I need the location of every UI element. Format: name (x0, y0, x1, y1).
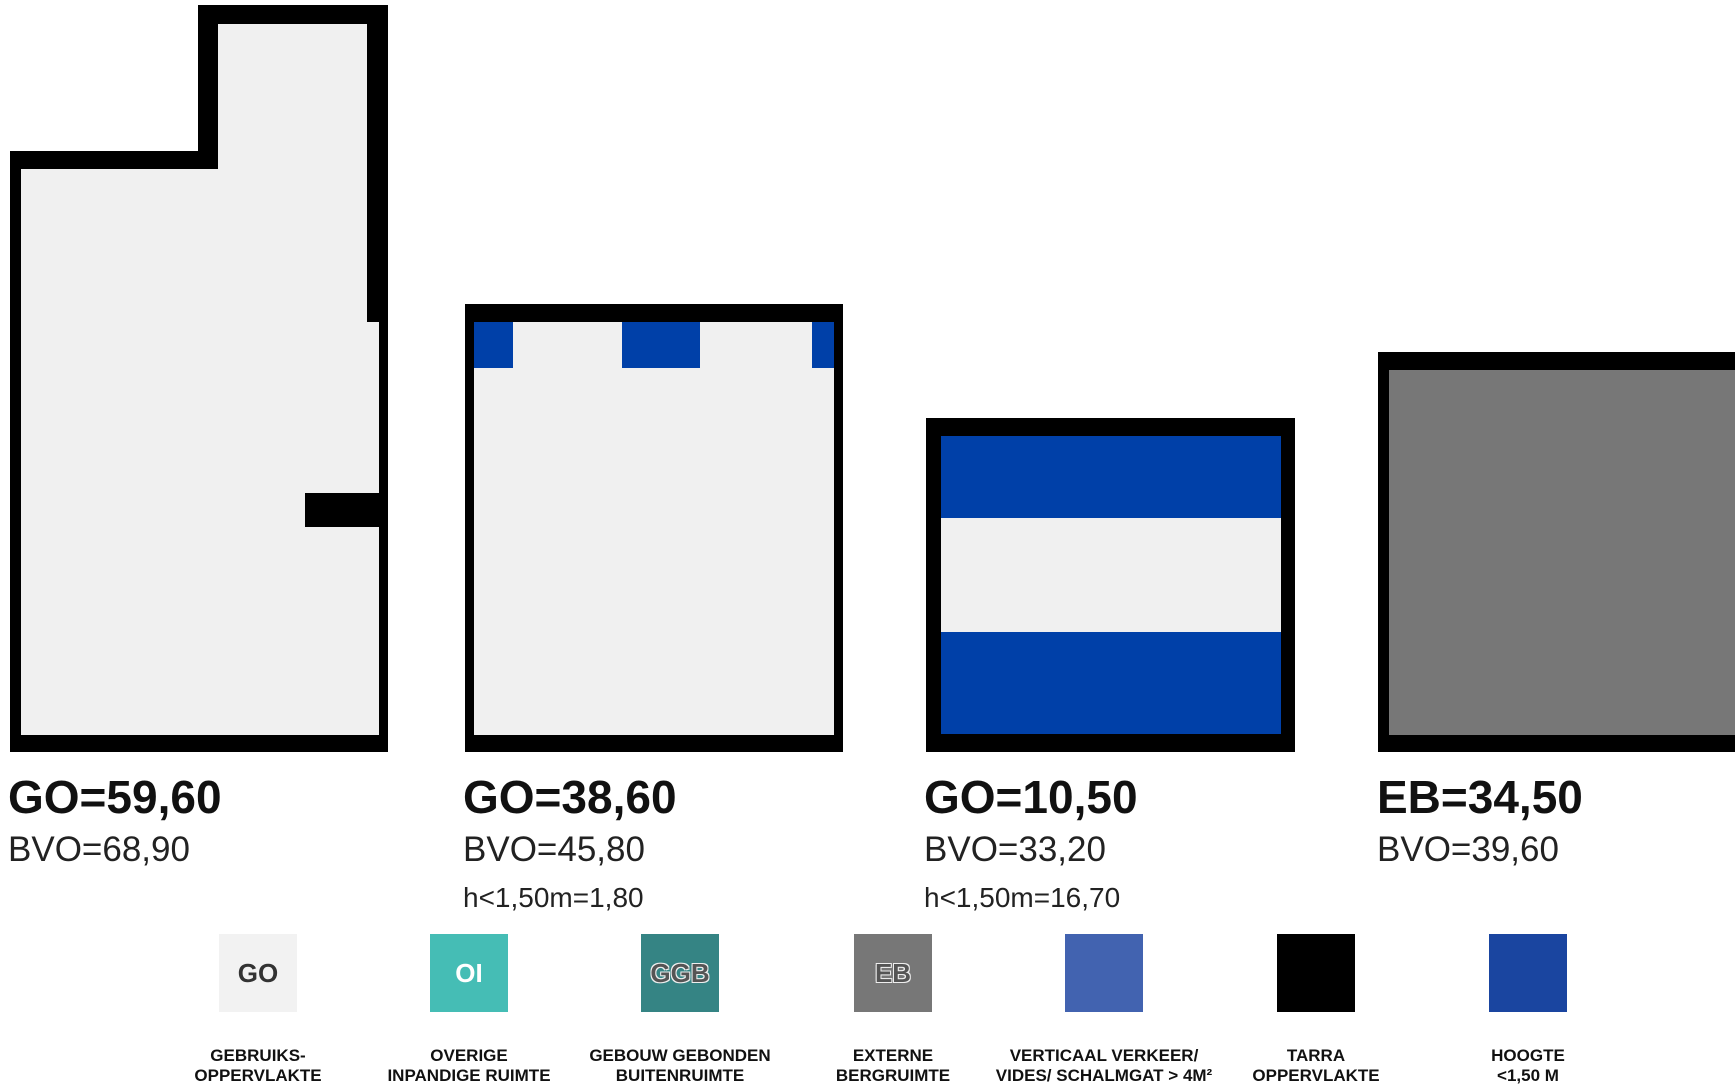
unit-1-area-labels: GO=59,60 BVO=68,90 (8, 772, 222, 870)
unit-3-area-labels: GO=10,50 BVO=33,20 h<1,50m=16,70 (924, 772, 1138, 914)
legend-label-low-height: HOOGTE <1,50 M (1491, 1046, 1565, 1085)
unit-1-bvo-value: BVO=68,90 (8, 830, 190, 869)
floor-plan-unit-1 (10, 5, 388, 752)
unit-3-go-value: GO=10,50 (924, 771, 1138, 823)
legend-label-ggb: GEBOUW GEBONDEN BUITENRUIMTE (589, 1046, 771, 1085)
legend-item-go: GO GEBRUIKS- OPPERVLAKTE (158, 934, 358, 1088)
legend-code-go: GO (237, 957, 279, 988)
unit-1-wall-stub (305, 493, 381, 527)
floor-plan-diagram (10, 5, 1735, 752)
unit-3-low-band-bottom (941, 632, 1281, 734)
legend-item-oi: OI OVERIGE INPANDIGE RUIMTE (369, 934, 569, 1088)
unit-4-eb-area (1389, 370, 1735, 735)
unit-3-low-height-value: h<1,50m=16,70 (924, 882, 1121, 913)
floor-plan-unit-4 (1378, 352, 1735, 752)
legend-swatch-low-height (1489, 934, 1567, 1012)
unit-2-go-area (474, 322, 834, 735)
unit-2-low-height-value: h<1,50m=1,80 (463, 882, 644, 913)
legend-item-vertical-traffic: VERTICAAL VERKEER/ VIDES/ SCHALMGAT > 4M… (996, 934, 1212, 1088)
unit-1-go-area (21, 24, 379, 735)
unit-2-area-labels: GO=38,60 BVO=45,80 h<1,50m=1,80 (463, 772, 677, 914)
legend-item-eb: EB EXTERNE BERGRUIMTE (793, 934, 993, 1088)
legend-swatch-eb: EB (854, 934, 932, 1012)
unit-2-bvo-value: BVO=45,80 (463, 830, 645, 869)
unit-2-go-value: GO=38,60 (463, 771, 677, 823)
unit-3-low-band-top (941, 436, 1281, 518)
legend-item-ggb: GGB GEBOUW GEBONDEN BUITENRUIMTE (580, 934, 780, 1088)
legend-swatch-ggb: GGB (641, 934, 719, 1012)
unit-4-area-labels: EB=34,50 BVO=39,60 (1377, 772, 1583, 870)
legend-item-tarra: TARRA OPPERVLAKTE (1216, 934, 1416, 1088)
legend-label-go: GEBRUIKS- OPPERVLAKTE (194, 1046, 322, 1085)
unit-1-go-value: GO=59,60 (8, 771, 222, 823)
unit-4-bvo-value: BVO=39,60 (1377, 830, 1559, 869)
legend-swatch-oi: OI (430, 934, 508, 1012)
unit-2-low-zone-left (474, 322, 513, 368)
unit-2-low-zone-middle (622, 322, 700, 368)
unit-4-eb-value: EB=34,50 (1377, 771, 1583, 823)
legend-label-vertical-traffic: VERTICAAL VERKEER/ VIDES/ SCHALMGAT > 4M… (995, 1046, 1213, 1085)
unit-3-bvo-value: BVO=33,20 (924, 830, 1106, 869)
legend-swatch-go: GO (219, 934, 297, 1012)
unit-2-low-zone-right (812, 322, 834, 368)
legend-swatch-tarra (1277, 934, 1355, 1012)
legend-label-oi: OVERIGE INPANDIGE RUIMTE (387, 1046, 551, 1085)
legend-code-ggb: GGB (650, 957, 710, 988)
legend-swatch-vertical-traffic (1065, 934, 1143, 1012)
legend-label-tarra: TARRA OPPERVLAKTE (1252, 1046, 1380, 1085)
legend-code-oi: OI (455, 957, 483, 988)
floor-plan-unit-2 (465, 304, 843, 752)
legend-label-eb: EXTERNE BERGRUIMTE (835, 1046, 951, 1085)
legend-code-eb: EB (874, 957, 912, 988)
legend-item-low-height: HOOGTE <1,50 M (1428, 934, 1628, 1088)
floor-plan-unit-3 (926, 418, 1295, 752)
